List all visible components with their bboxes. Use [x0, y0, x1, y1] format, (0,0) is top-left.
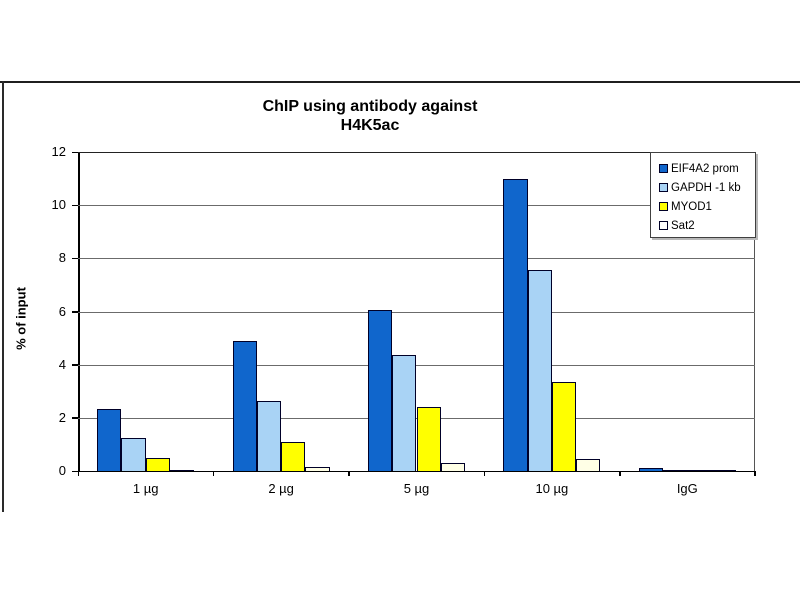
y-axis-label: % of input	[13, 287, 29, 350]
legend-swatch-sat2	[659, 221, 668, 230]
chart-title-line1: ChIP using antibody against	[262, 98, 478, 115]
legend-swatch-gapdh-1-kb	[659, 183, 668, 192]
chart-title-line2: H4K5ac	[340, 117, 400, 134]
legend-item-gapdh-1-kb: GAPDH -1 kb	[659, 178, 755, 197]
x-category-label-2-g: 2 µg	[268, 481, 294, 496]
legend-swatch-myod1	[659, 202, 668, 211]
bar-gapdh-1-kb-2-g	[256, 400, 282, 471]
x-tick-3	[483, 471, 486, 476]
bar-sat2-5-g	[440, 463, 466, 471]
legend-label-sat2: Sat2	[671, 219, 695, 232]
x-tick-4	[619, 471, 621, 476]
x-category-label-igg: IgG	[676, 481, 698, 496]
legend-label-eif4a2-prom: EIF4A2 prom	[671, 162, 739, 175]
bar-gapdh-1-kb-1-g	[121, 437, 146, 471]
chart-title: ChIP using antibody against H4K5ac	[170, 97, 570, 135]
x-tick-end	[754, 471, 756, 476]
gridline-6	[78, 311, 755, 313]
bar-myod1-1-g	[145, 457, 170, 471]
y-tick-2	[72, 417, 78, 419]
x-tick-1	[212, 471, 215, 476]
x-tick-2	[348, 471, 350, 476]
y-tick-8	[72, 257, 78, 260]
bar-myod1-igg	[687, 469, 712, 471]
bar-eif4a2-prom-igg	[638, 468, 663, 471]
legend-swatch-eif4a2-prom	[659, 164, 668, 173]
y-tick-label-12: 12	[51, 144, 66, 159]
bar-eif4a2-prom-10-g	[503, 178, 528, 471]
y-tick-10	[72, 204, 78, 207]
y-tick-label-6: 6	[58, 303, 66, 319]
legend-item-eif4a2-prom: EIF4A2 prom	[659, 159, 755, 178]
gridline-10	[78, 205, 755, 207]
bar-sat2-igg	[711, 470, 736, 471]
x-tick-0	[77, 471, 79, 476]
legend-label-myod1: MYOD1	[671, 200, 712, 213]
plot-area: 0 2 4 6 8 10 12 1 µg 2 µg 5 µg 10 µg IgG	[52, 144, 756, 496]
y-tick-label-0: 0	[58, 463, 66, 478]
bar-myod1-10-g	[551, 381, 577, 471]
bar-sat2-2-g	[305, 467, 330, 471]
bar-gapdh-1-kb-10-g	[527, 270, 552, 471]
y-tick-4	[72, 364, 78, 366]
x-category-label-5-g: 5 µg	[403, 481, 430, 496]
bar-eif4a2-prom-2-g	[232, 340, 257, 471]
frame-left-border	[2, 81, 4, 512]
frame-top-border	[0, 81, 800, 83]
bar-myod1-2-g	[281, 441, 306, 471]
legend-item-myod1: MYOD1	[659, 197, 755, 216]
y-tick-12	[72, 151, 78, 153]
bar-gapdh-1-kb-igg	[663, 469, 688, 471]
gridline-4	[78, 364, 755, 366]
y-tick-label-8: 8	[58, 250, 66, 266]
bar-eif4a2-prom-5-g	[367, 310, 393, 471]
y-tick-label-4: 4	[58, 356, 66, 372]
gridline-12	[78, 152, 755, 153]
bar-sat2-1-g	[170, 469, 195, 471]
x-category-label-1-g: 1 µg	[132, 481, 159, 496]
y-tick-label-2: 2	[58, 409, 66, 425]
legend: EIF4A2 prom GAPDH -1 kb MYOD1 Sat2	[650, 152, 756, 238]
x-axis-line	[78, 470, 755, 472]
bar-eif4a2-prom-1-g	[97, 408, 122, 471]
bar-sat2-10-g	[576, 459, 601, 471]
y-tick-0	[72, 470, 78, 472]
bar-myod1-5-g	[416, 407, 441, 471]
bar-gapdh-1-kb-5-g	[392, 355, 417, 471]
y-tick-label-10: 10	[51, 197, 66, 213]
legend-item-sat2: Sat2	[659, 216, 755, 235]
gridline-8	[78, 258, 755, 260]
x-category-label-10-g: 10 µg	[535, 481, 569, 496]
legend-label-gapdh-1-kb: GAPDH -1 kb	[671, 181, 741, 194]
y-tick-6	[72, 311, 78, 313]
